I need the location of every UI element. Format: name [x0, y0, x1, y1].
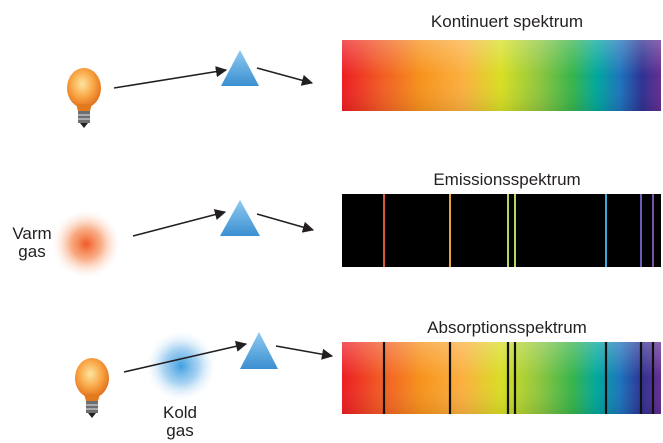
panel-continuous	[67, 40, 661, 128]
prism-icon	[220, 200, 260, 236]
prism-icon	[221, 50, 259, 86]
light-bulb-icon	[67, 68, 101, 128]
cold-gas-label-line1: Kold	[162, 403, 198, 422]
panel-emission	[52, 194, 661, 278]
arrow-icon	[123, 340, 248, 373]
warm-gas-label-line2: gas	[18, 242, 46, 261]
prism-icon	[240, 332, 278, 369]
warm-gas-label: Varm gas	[6, 225, 58, 261]
arrow-icon	[113, 66, 228, 89]
warm-gas-label-line1: Varm	[12, 224, 52, 243]
warm-gas-cloud	[52, 210, 120, 278]
continuous-spectrum-title: Kontinuert spektrum	[430, 12, 584, 31]
panel-absorption	[75, 331, 661, 418]
absorption-lines	[382, 342, 655, 414]
emission-spectrum-title: Emissionsspektrum	[433, 170, 581, 189]
cold-gas-label: Kold gas	[150, 404, 210, 440]
arrow-icon	[132, 209, 227, 237]
arrow-icon	[256, 67, 314, 86]
cold-gas-label-line2: gas	[166, 421, 194, 440]
absorption-spectrum-title: Absorptionsspektrum	[427, 318, 587, 337]
emission-lines	[383, 194, 654, 267]
light-bulb-icon	[75, 358, 109, 418]
cold-gas-cloud	[146, 331, 216, 401]
arrow-icon	[275, 345, 334, 360]
arrow-icon	[256, 213, 315, 233]
emission-spectrum-bar	[342, 194, 661, 267]
